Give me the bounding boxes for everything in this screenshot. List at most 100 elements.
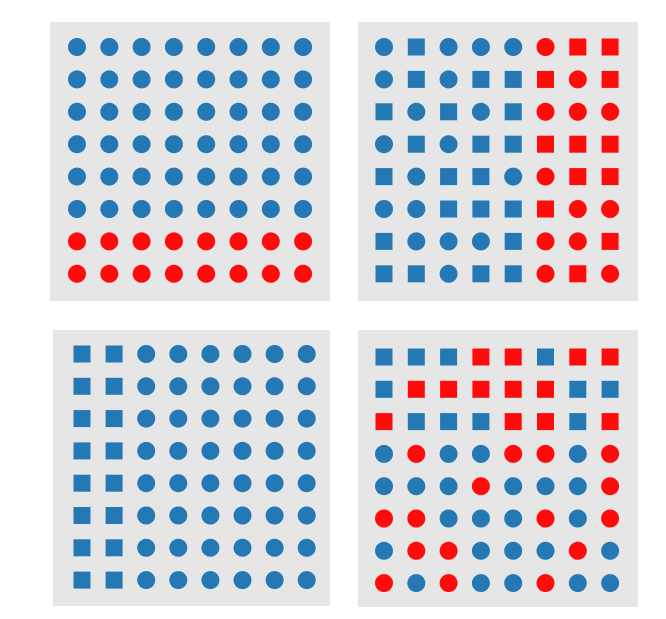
panel-bottom-left [53,330,330,606]
top-right-red-circle-r7c6 [536,232,555,251]
top-left-red-circle-r7c6 [229,232,248,251]
bottom-right-red-square-r1c5 [504,348,522,366]
top-left-blue-circle-r3c5 [197,102,216,121]
top-right-red-circle-r3c7 [568,102,587,121]
bottom-right-red-circle-r4c5 [504,444,523,463]
bottom-left-blue-circle-r3c7 [265,409,284,428]
bottom-right-red-circle-r6c8 [601,509,620,528]
top-right-blue-square-r5c1 [375,168,393,186]
bottom-left-blue-square-r6c2 [105,507,123,524]
bottom-right-blue-square-r2c1 [375,380,393,398]
top-right-blue-square-r8c5 [504,265,522,283]
top-left-blue-circle-r4c1 [68,135,86,154]
top-right-blue-square-r5c4 [472,168,490,186]
bottom-right-blue-circle-r6c7 [568,509,587,528]
top-left-blue-circle-r4c5 [197,135,216,154]
bottom-right-blue-circle-r4c3 [439,444,458,463]
bottom-right-red-square-r1c7 [569,348,587,366]
bottom-left-blue-circle-r4c5 [201,441,220,460]
bottom-left-blue-circle-r6c6 [233,506,252,525]
top-right-blue-circle-r7c2 [407,232,426,251]
top-right-red-square-r4c8 [601,135,619,153]
top-right-red-square-r2c8 [601,70,619,88]
top-right-blue-square-r8c1 [375,265,393,283]
top-left-red-circle-r8c1 [68,264,86,283]
top-right-blue-square-r8c4 [472,265,490,283]
bottom-left-blue-square-r5c1 [73,474,91,492]
bottom-right-red-circle-r4c2 [407,444,426,463]
bottom-left-blue-circle-r2c7 [265,377,284,396]
bottom-left-blue-circle-r6c3 [137,506,156,525]
bottom-left-blue-circle-r6c8 [297,506,316,525]
bottom-left-blue-circle-r4c8 [297,441,316,460]
top-right-blue-circle-r4c3 [439,135,458,154]
bottom-right-red-square-r2c3 [440,380,458,398]
bottom-left-blue-circle-r5c3 [137,474,156,493]
bottom-right-blue-circle-r7c1 [375,541,393,560]
top-left-blue-circle-r3c3 [132,102,151,121]
bottom-left-blue-circle-r3c3 [137,409,156,428]
bottom-right-red-square-r3c5 [504,413,522,431]
bottom-right-blue-circle-r7c8 [601,541,620,560]
bottom-right-blue-square-r3c4 [472,413,490,431]
bottom-right-red-circle-r7c3 [439,541,458,560]
top-right-blue-circle-r6c2 [407,200,426,218]
bottom-right-red-circle-r6c1 [375,509,393,528]
top-left-red-circle-r7c1 [68,232,86,251]
top-right-blue-circle-r1c4 [471,38,490,56]
top-right-red-square-r4c7 [569,135,587,153]
bottom-left-blue-circle-r8c7 [265,571,284,590]
bottom-left-blue-circle-r1c8 [297,345,316,363]
top-left-blue-circle-r1c7 [261,38,280,56]
top-left-blue-circle-r1c8 [294,38,313,56]
top-right-blue-square-r2c4 [472,70,490,88]
top-right-red-circle-r3c6 [536,102,555,121]
bottom-right-red-square-r2c2 [407,380,425,398]
bottom-left-blue-circle-r2c5 [201,377,220,396]
top-right-red-square-r5c7 [569,168,587,186]
top-right-red-square-r1c8 [601,38,619,56]
bottom-left-blue-circle-r5c8 [297,474,316,493]
top-right-blue-square-r3c1 [375,103,393,121]
top-right-blue-square-r7c5 [504,232,522,250]
bottom-left-blue-circle-r4c3 [137,441,156,460]
bottom-right-blue-circle-r5c5 [504,477,523,496]
top-left-blue-circle-r2c5 [197,70,216,89]
bottom-left-blue-circle-r7c7 [265,538,284,557]
bottom-left-blue-circle-r6c7 [265,506,284,525]
top-right-blue-square-r6c4 [472,200,490,218]
top-right-blue-square-r3c5 [504,103,522,121]
bottom-right-blue-circle-r6c4 [471,509,490,528]
top-right-blue-square-r6c3 [440,200,458,218]
top-left-blue-circle-r2c4 [164,70,183,89]
bottom-left-blue-square-r3c2 [105,410,123,428]
top-left-blue-circle-r4c6 [229,135,248,154]
bottom-right-blue-square-r3c7 [569,413,587,431]
top-left-red-circle-r7c4 [164,232,183,251]
bottom-left-blue-circle-r1c5 [201,345,220,363]
bottom-right-blue-square-r1c6 [537,348,554,366]
bottom-left-blue-circle-r3c4 [169,409,188,428]
top-left-blue-circle-r5c5 [197,167,216,186]
top-right-red-square-r5c8 [601,168,619,186]
top-right-blue-circle-r5c2 [407,167,426,186]
top-right-red-circle-r6c8 [601,200,620,218]
top-right-blue-circle-r1c3 [439,38,458,56]
bottom-left-blue-circle-r6c5 [201,506,220,525]
top-left-red-circle-r8c4 [164,264,183,283]
top-left-blue-circle-r3c4 [164,102,183,121]
bottom-left-blue-square-r7c1 [73,539,91,557]
bottom-left-blue-square-r5c2 [105,474,123,492]
bottom-left-blue-circle-r5c5 [201,474,220,493]
top-left-blue-circle-r3c1 [68,102,86,121]
top-left-red-circle-r8c2 [100,264,119,283]
bottom-right-blue-circle-r8c5 [504,574,523,593]
top-left-blue-circle-r1c5 [197,38,216,56]
bottom-left-blue-circle-r4c7 [265,441,284,460]
panel-bottom-left-grid [73,345,316,590]
bottom-right-red-circle-r8c6 [536,574,555,593]
bottom-right-blue-circle-r4c4 [471,444,490,463]
top-left-blue-circle-r4c8 [294,135,313,154]
top-left-blue-circle-r6c7 [261,200,280,218]
bottom-right-red-circle-r6c6 [536,509,555,528]
